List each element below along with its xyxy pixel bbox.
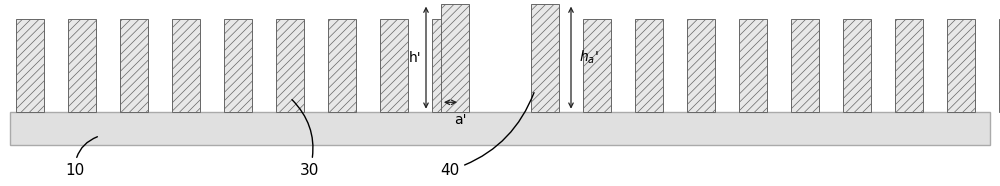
Text: $h_a$': $h_a$' bbox=[579, 49, 599, 66]
Bar bbox=[328, 19, 356, 112]
Bar bbox=[635, 19, 663, 112]
Bar bbox=[531, 4, 559, 112]
Text: 10: 10 bbox=[65, 137, 97, 178]
Bar bbox=[947, 19, 975, 112]
Bar bbox=[739, 19, 767, 112]
Bar bbox=[120, 19, 148, 112]
Bar bbox=[172, 19, 200, 112]
Bar bbox=[16, 19, 44, 112]
Text: a': a' bbox=[454, 113, 467, 127]
Text: 40: 40 bbox=[440, 93, 534, 178]
Bar bbox=[276, 19, 304, 112]
Bar bbox=[224, 19, 252, 112]
Bar bbox=[10, 112, 990, 145]
Bar bbox=[583, 19, 611, 112]
Bar bbox=[895, 19, 923, 112]
Bar bbox=[687, 19, 715, 112]
Bar bbox=[432, 19, 460, 112]
Bar bbox=[380, 19, 408, 112]
Bar bbox=[68, 19, 96, 112]
Bar bbox=[843, 19, 871, 112]
Bar bbox=[791, 19, 819, 112]
Bar bbox=[441, 4, 469, 112]
Text: 30: 30 bbox=[292, 100, 319, 178]
Text: h': h' bbox=[408, 51, 421, 65]
